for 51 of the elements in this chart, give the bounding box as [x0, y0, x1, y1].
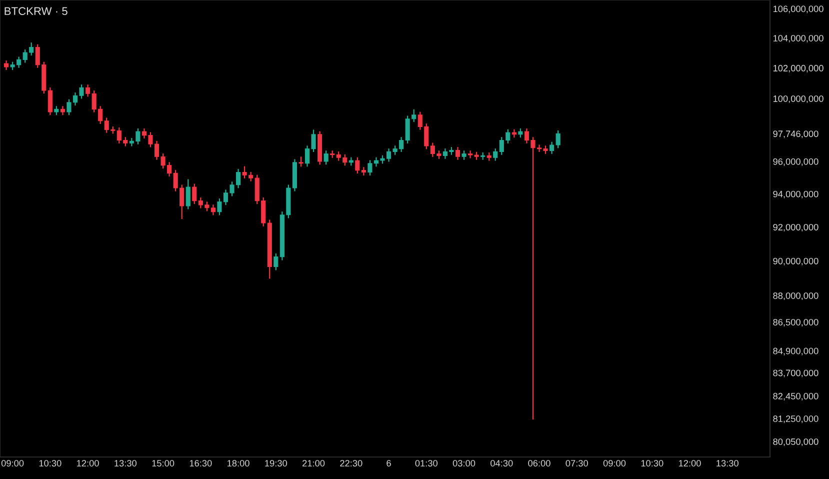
- candlestick: [192, 183, 197, 205]
- candlestick: [493, 148, 498, 162]
- y-tick-label: 83,700,000: [773, 370, 818, 378]
- x-tick-label: 21:00: [302, 460, 325, 467]
- x-tick-label: 01:30: [415, 460, 438, 467]
- candlestick: [462, 150, 466, 160]
- x-tick-label: 6: [386, 460, 391, 467]
- y-tick-label: 88,000,000: [773, 292, 818, 300]
- x-tick-label: 06:00: [528, 460, 550, 467]
- x-tick-label: 15:00: [152, 460, 174, 467]
- x-tick-label: 10:30: [641, 460, 664, 467]
- candlestick: [274, 252, 278, 271]
- y-tick-label: 90,000,000: [773, 258, 818, 266]
- y-tick-label: 81,250,000: [773, 416, 818, 424]
- x-tick-label: 07:30: [566, 460, 588, 467]
- candlestick: [186, 178, 190, 210]
- x-tick-label: 12:00: [678, 460, 701, 467]
- candlestick: [60, 106, 65, 116]
- y-tick-label: 84,900,000: [773, 348, 818, 356]
- x-tick-label: 10:30: [39, 460, 62, 467]
- x-tick-label: 13:30: [716, 460, 738, 467]
- x-tick-label: 12:00: [77, 460, 99, 467]
- y-tick-label: 86,500,000: [773, 318, 818, 327]
- candlestick: [4, 60, 9, 71]
- y-tick-label: 97,746,000: [773, 130, 818, 138]
- y-tick-label: 92,000,000: [773, 224, 818, 232]
- y-tick-label: 80,050,000: [773, 438, 818, 446]
- x-tick-label: 03:00: [452, 460, 476, 467]
- y-tick-label: 106,000,000: [773, 6, 824, 14]
- x-tick-label: 16:30: [190, 460, 212, 467]
- x-tick-label: 18:00: [228, 460, 250, 467]
- y-tick-label: 104,000,000: [773, 34, 824, 43]
- chart-title: BTCKRW · 5: [4, 7, 68, 16]
- y-tick-label: 94,000,000: [773, 190, 818, 198]
- x-tick-label: 13:30: [114, 460, 137, 467]
- x-tick-label: 19:30: [265, 460, 288, 467]
- y-tick-label: 100,000,000: [773, 95, 824, 104]
- candlestick: [298, 156, 304, 168]
- candlestick: [518, 128, 523, 138]
- candlestick: [455, 146, 460, 160]
- y-tick-label: 96,000,000: [773, 158, 818, 166]
- x-tick-label: 09:00: [603, 460, 626, 467]
- x-tick-label: 09:00: [1, 460, 24, 467]
- y-tick-label: 82,450,000: [773, 392, 818, 400]
- x-tick-label: 22:30: [340, 460, 362, 467]
- candlestick: [324, 150, 328, 166]
- candlestick: [48, 86, 52, 116]
- candlestick: [355, 156, 360, 174]
- x-tick-label: 04:30: [490, 460, 513, 467]
- candlestick: [54, 106, 59, 116]
- y-tick-label: 102,000,000: [773, 64, 824, 72]
